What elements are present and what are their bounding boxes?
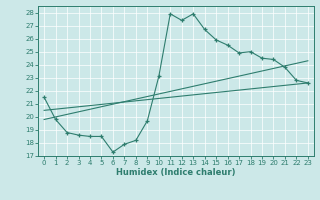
X-axis label: Humidex (Indice chaleur): Humidex (Indice chaleur)	[116, 168, 236, 177]
